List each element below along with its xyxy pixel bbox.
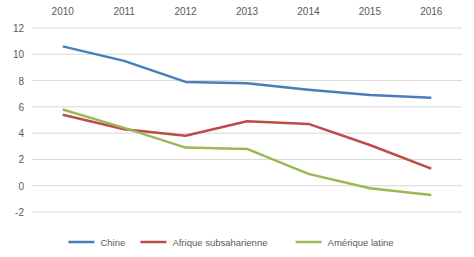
grid-line [32,80,462,81]
y-tick-label: 6 [18,102,24,113]
legend-label: Chine [100,237,125,248]
grid-line [32,212,462,213]
chart: -2 0 2 4 6 8 10 12 2010 2011 2012 2013 2014 2015 2016 C… [0,0,474,257]
legend-swatch [296,241,322,244]
x-tick-label: 2014 [297,6,320,17]
y-tick-label: 2 [18,154,24,165]
legend-swatch [140,241,166,244]
grid-line [32,185,462,186]
legend-label: Afrique subsaharienne [172,237,267,248]
y-tick-label: -2 [15,207,24,218]
x-tick-label: 2016 [420,6,443,17]
legend-label: Amérique latine [328,237,394,248]
x-tick-label: 2010 [52,6,75,17]
y-tick-label: 12 [13,23,25,34]
y-tick-label: 0 [18,181,24,192]
y-tick-label: 8 [18,76,24,87]
y-tick-label: 4 [18,128,24,139]
grid-line [32,28,462,29]
x-tick-label: 2011 [113,6,135,17]
series-line [63,115,432,169]
legend: Chine Afrique subsaharienne Amérique latin… [68,237,393,248]
legend-swatch [68,241,94,244]
plot-area [63,46,432,195]
x-tick-label: 2015 [359,6,382,17]
y-tick-label: 10 [13,49,25,60]
grid-line [32,159,462,160]
series-line [63,46,432,97]
series-line [63,109,432,194]
grid-line [32,106,462,107]
x-tick-label: 2013 [236,6,259,17]
x-tick-label: 2012 [174,6,197,17]
grid-line [32,133,462,134]
